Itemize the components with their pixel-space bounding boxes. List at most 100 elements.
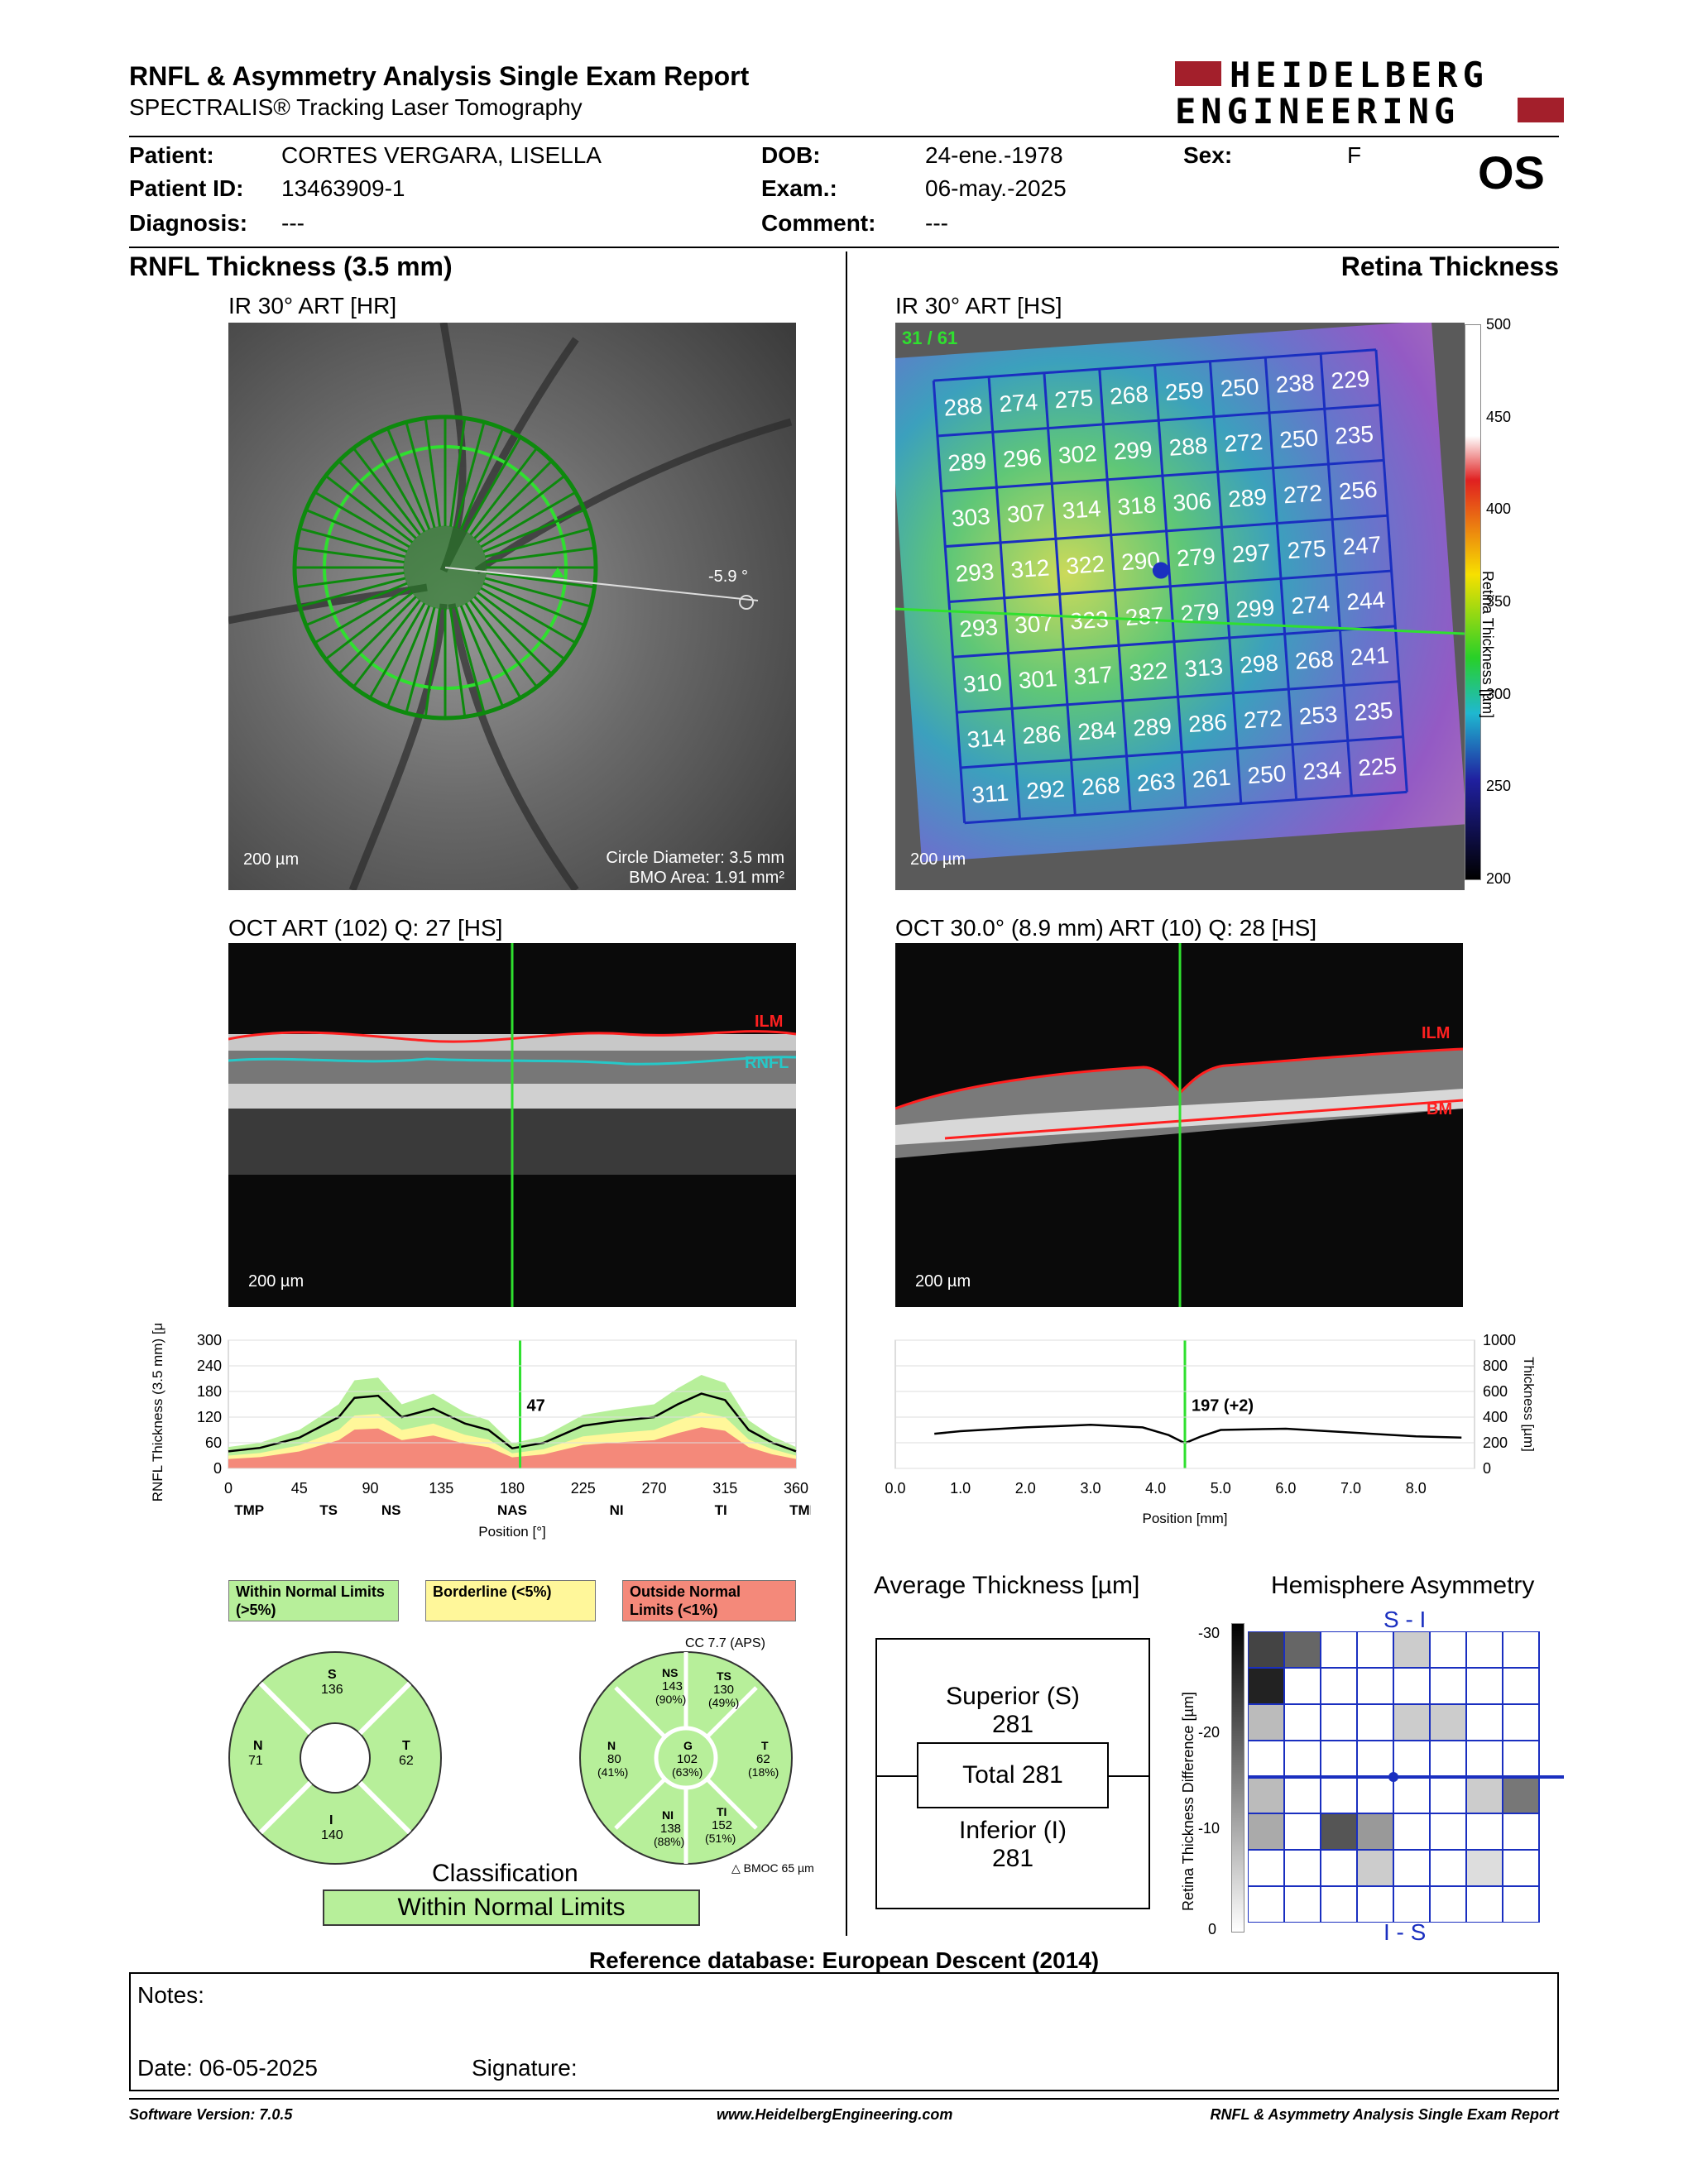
asymmetry-cell bbox=[1393, 1740, 1431, 1778]
report-title: RNFL & Asymmetry Analysis Single Exam Re… bbox=[129, 61, 750, 91]
left-ir-title: IR 30° ART [HR] bbox=[228, 293, 397, 318]
scan-line bbox=[895, 607, 1465, 635]
grid-cell-value: 238 bbox=[1275, 370, 1316, 398]
grid-cell-value: 313 bbox=[1183, 654, 1224, 682]
dob-label: DOB: bbox=[761, 142, 821, 168]
x-tick-label: 8.0 bbox=[1406, 1480, 1427, 1497]
asymmetry-cell bbox=[1356, 1631, 1394, 1669]
rnfl-label: RNFL bbox=[745, 1054, 789, 1072]
macula-oct-bscan[interactable]: ILM BM 200 µm bbox=[895, 943, 1463, 1307]
onh-spoke bbox=[482, 508, 585, 553]
x-axis-label: Position [mm] bbox=[1143, 1511, 1228, 1526]
patient-id-label: Patient ID: bbox=[129, 175, 244, 201]
asymmetry-cell bbox=[1320, 1631, 1358, 1669]
asymmetry-cell bbox=[1502, 1885, 1540, 1923]
bmoc-number: 65 µm bbox=[781, 1861, 814, 1875]
asymmetry-cell bbox=[1502, 1667, 1540, 1705]
cursor-value: 47 bbox=[527, 1396, 545, 1415]
comment-label: Comment: bbox=[761, 210, 876, 236]
onh-spoke bbox=[352, 599, 421, 688]
y-tick-label: 120 bbox=[197, 1409, 222, 1425]
grid-cell-value: 293 bbox=[955, 558, 995, 587]
onh-spoke bbox=[368, 436, 426, 533]
asymmetry-cell bbox=[1429, 1703, 1467, 1741]
asymmetry-cell bbox=[1429, 1885, 1467, 1923]
asym-tick-30: -30 bbox=[1198, 1625, 1220, 1641]
grid-cell-value: 235 bbox=[1334, 421, 1374, 449]
grid-cell-value: 274 bbox=[998, 389, 1038, 417]
avg-thickness-box: Superior (S) 281 Total 281 Inferior (I) … bbox=[875, 1638, 1150, 1909]
rnfl-profile-chart[interactable]: 47 0 60 120 180 240 300 0 45 90 135 180 225 270 315 360… bbox=[149, 1324, 811, 1572]
right-ir-title: IR 30° ART [HS] bbox=[895, 293, 1062, 318]
asymmetry-cell bbox=[1356, 1813, 1394, 1851]
sector-s-value: 136 bbox=[321, 1683, 343, 1697]
ti-pct: (51%) bbox=[705, 1832, 736, 1845]
total-thickness: Total 281 bbox=[917, 1742, 1109, 1808]
onh-spoke bbox=[464, 436, 522, 533]
circle-oct-bscan[interactable]: ILM RNFL 200 µm bbox=[228, 943, 796, 1307]
asymmetry-grid[interactable] bbox=[1248, 1631, 1579, 1923]
grid-cell-value: 302 bbox=[1057, 440, 1098, 468]
ts-value: 130 bbox=[713, 1683, 735, 1697]
asymmetry-cell bbox=[1502, 1703, 1540, 1741]
inferior-value: 281 bbox=[991, 1845, 1034, 1872]
grid-cell-value: 279 bbox=[1176, 543, 1216, 571]
notes-box[interactable]: Notes: Date: 06-05-2025 Signature: bbox=[129, 1972, 1559, 2091]
retina-profile-chart[interactable]: 197 (+2) 0 200 400 600 800 1000 0.0 1.0 2.0 3.0 4.0… bbox=[877, 1324, 1539, 1572]
asymmetry-cell bbox=[1393, 1885, 1431, 1923]
asymmetry-cell bbox=[1320, 1740, 1358, 1778]
oct-scale-left: 200 µm bbox=[248, 1272, 305, 1291]
grid-cell-value: 275 bbox=[1053, 385, 1094, 413]
region-label: TS bbox=[319, 1502, 338, 1518]
macula-thickness-map[interactable]: 288 274 275 268 259 250 238 229 289 296 302 299 288 2… bbox=[895, 323, 1465, 890]
website-link[interactable]: www.HeidelbergEngineering.com bbox=[717, 2106, 953, 2123]
four-sector-chart[interactable] bbox=[223, 1646, 447, 1870]
onh-spoke bbox=[484, 577, 592, 608]
asymmetry-cell bbox=[1465, 1667, 1503, 1705]
grid-line bbox=[1153, 365, 1187, 808]
grid-cell-value: 235 bbox=[1354, 697, 1394, 726]
colorbar-tick: 350 bbox=[1486, 593, 1512, 610]
asymmetry-cell bbox=[1356, 1703, 1394, 1741]
asymmetry-cell bbox=[1393, 1667, 1431, 1705]
y-tick-label: 180 bbox=[197, 1383, 222, 1400]
comment: --- bbox=[925, 210, 948, 236]
grid-cell-value: 314 bbox=[966, 725, 1007, 753]
ti-value: 152 bbox=[712, 1818, 733, 1832]
onh-spoke bbox=[459, 605, 505, 707]
asymmetry-cell bbox=[1356, 1885, 1394, 1923]
grid-line bbox=[1208, 361, 1243, 804]
onh-spoke bbox=[464, 602, 522, 699]
onh-spoke bbox=[405, 606, 436, 714]
grid-cell-value: 289 bbox=[1132, 713, 1172, 741]
asymmetry-cell bbox=[1283, 1813, 1321, 1851]
asymmetry-cell bbox=[1248, 1631, 1285, 1669]
circle-diameter: Circle Diameter: 3.5 mm bbox=[606, 849, 784, 867]
colorbar-tick: 200 bbox=[1486, 870, 1512, 887]
asymmetry-cell bbox=[1283, 1740, 1321, 1778]
six-sector-chart[interactable] bbox=[574, 1646, 798, 1870]
asymmetry-cell bbox=[1248, 1776, 1285, 1814]
onh-spoke bbox=[473, 596, 553, 675]
colorbar-tick: 450 bbox=[1486, 408, 1512, 425]
grid-cell-value: 272 bbox=[1224, 429, 1264, 457]
ilm-label-right: ILM bbox=[1422, 1024, 1451, 1042]
asymmetry-cell bbox=[1429, 1849, 1467, 1887]
grid-cell-value: 250 bbox=[1220, 373, 1260, 401]
asymmetry-cell bbox=[1502, 1776, 1540, 1814]
colorbar-tick: 400 bbox=[1486, 500, 1512, 518]
onh-fundus-image[interactable]: -5.9 ° 200 µm Circle Diameter: 3.5 mm BM… bbox=[228, 323, 796, 890]
grid-cell-value: 272 bbox=[1243, 705, 1283, 733]
grid-cell-value: 289 bbox=[947, 448, 987, 476]
i-minus-s-label: I - S bbox=[1383, 1919, 1427, 1945]
grid-cell-value: 286 bbox=[1022, 721, 1062, 749]
onh-spoke bbox=[424, 608, 441, 717]
grid-cell-value: 250 bbox=[1247, 760, 1288, 788]
grid-cell-value: 247 bbox=[1342, 531, 1383, 559]
x-tick-label: 0.0 bbox=[885, 1480, 905, 1497]
colorbar-label: Retina Thickness [µm] bbox=[1479, 571, 1496, 719]
grid-cell-value: 250 bbox=[1278, 424, 1319, 453]
grid-cell-value: 241 bbox=[1350, 642, 1390, 670]
grid-cell-value: 323 bbox=[1069, 606, 1110, 635]
grid-cell-value: 317 bbox=[1073, 661, 1114, 689]
